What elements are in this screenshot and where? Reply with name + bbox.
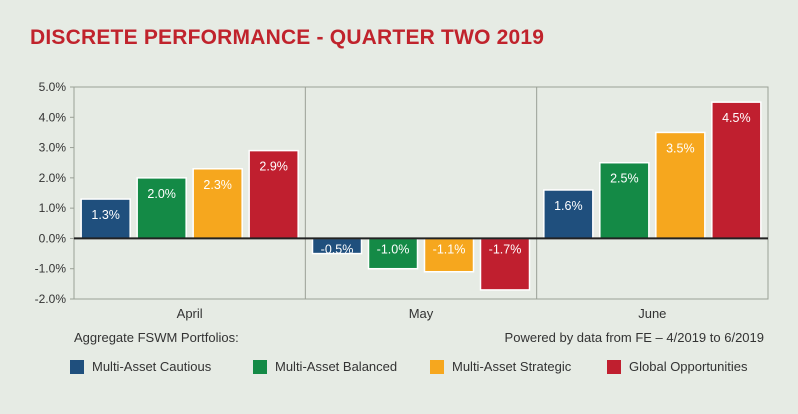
bar-data-label: 4.5% <box>722 111 751 125</box>
legend-label: Multi-Asset Cautious <box>92 359 212 374</box>
footer-source-note: Powered by data from FE – 4/2019 to 6/20… <box>504 330 764 345</box>
x-category-label: May <box>409 306 434 321</box>
x-axis-labels: April May June <box>177 306 667 321</box>
bar-data-label: 1.6% <box>554 199 583 213</box>
x-category-label: June <box>638 306 666 321</box>
footer-portfolios-label: Aggregate FSWM Portfolios: <box>74 330 239 345</box>
chart-bars: 1.3% 2.0% 2.3% 2.9% -0.5% -1.0% -1.1% -1.7% 1.6%… <box>74 101 768 291</box>
legend-swatch <box>607 359 621 374</box>
chart-legend: Multi-Asset Cautious Multi-Asset Balanced… <box>70 359 777 374</box>
bar-data-label: 2.0% <box>147 187 176 201</box>
chart-grid <box>73 86 769 300</box>
y-tick-label: 3.0% <box>39 141 67 155</box>
y-tick-label: -2.0% <box>35 292 67 306</box>
bar <box>367 237 419 270</box>
y-tick-label: 2.0% <box>39 171 67 185</box>
x-category-label: April <box>177 306 203 321</box>
legend-label: Global Opportunities <box>629 359 748 374</box>
bar-data-label: -1.0% <box>377 242 410 256</box>
bar-data-label: 3.5% <box>666 141 695 155</box>
legend-item: Multi-Asset Strategic <box>430 359 607 374</box>
bar <box>80 198 131 240</box>
bar-chart: 5.0% 4.0% 3.0% 2.0% 1.0% 0.0% -1.0% -2.0% 1.3% 2… <box>35 80 769 321</box>
bar-data-label: 2.3% <box>203 178 232 192</box>
legend-swatch <box>430 359 444 374</box>
legend-item: Global Opportunities <box>607 359 777 374</box>
legend-swatch <box>253 359 267 374</box>
bar-data-label: -1.7% <box>489 242 522 256</box>
legend-item: Multi-Asset Balanced <box>253 359 430 374</box>
legend-item: Multi-Asset Cautious <box>70 359 253 374</box>
y-tick-label: 0.0% <box>39 231 67 245</box>
legend-swatch <box>70 359 84 374</box>
y-tick-label: 4.0% <box>39 110 67 124</box>
y-tick-label: -1.0% <box>35 262 67 276</box>
bar <box>192 168 243 240</box>
y-axis-ticks: 5.0% 4.0% 3.0% 2.0% 1.0% 0.0% -1.0% -2.0% <box>35 80 74 306</box>
y-tick-label: 1.0% <box>39 201 67 215</box>
bar-data-label: 1.3% <box>91 208 120 222</box>
bar <box>543 189 594 240</box>
plot-frame <box>73 86 769 300</box>
bar <box>711 101 762 240</box>
legend-label: Multi-Asset Balanced <box>275 359 398 374</box>
bar <box>655 131 706 240</box>
chart-title: DISCRETE PERFORMANCE - QUARTER TWO 2019 <box>30 26 545 49</box>
y-tick-label: 5.0% <box>39 80 67 94</box>
bar-data-label: 2.5% <box>610 172 639 186</box>
bar-data-label: -0.5% <box>321 242 354 256</box>
bar <box>423 237 475 273</box>
bar-data-label: -1.1% <box>433 242 466 256</box>
legend-label: Multi-Asset Strategic <box>452 359 572 374</box>
bar-data-label: 2.9% <box>259 160 288 174</box>
